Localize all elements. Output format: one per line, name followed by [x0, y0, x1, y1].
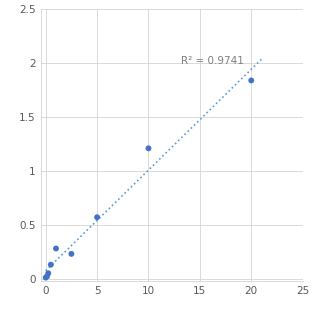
- Point: [45, 274, 50, 279]
- Point: [46, 271, 51, 276]
- Point: [48, 262, 53, 267]
- Point: [53, 246, 58, 251]
- Point: [69, 251, 74, 256]
- Point: [146, 146, 151, 151]
- Text: R² = 0.9741: R² = 0.9741: [181, 56, 244, 66]
- Point: [249, 78, 254, 83]
- Point: [95, 215, 100, 220]
- Point: [43, 275, 48, 280]
